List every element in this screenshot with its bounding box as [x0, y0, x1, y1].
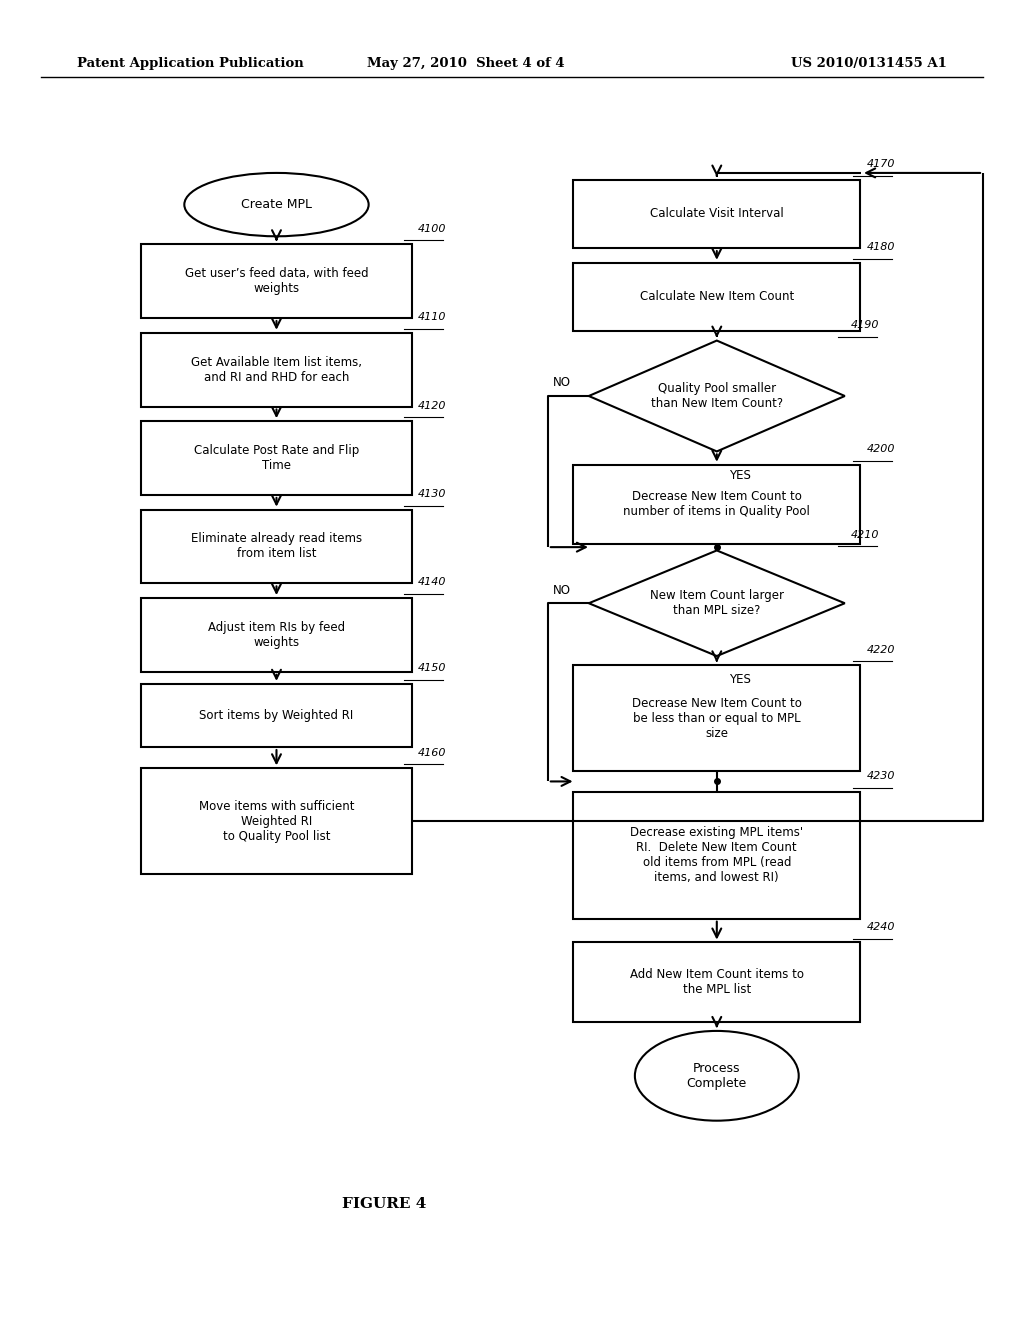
FancyBboxPatch shape — [573, 465, 860, 544]
FancyBboxPatch shape — [141, 684, 412, 747]
Text: 4160: 4160 — [418, 747, 446, 758]
Text: Decrease existing MPL items'
RI.  Delete New Item Count
old items from MPL (read: Decrease existing MPL items' RI. Delete … — [630, 826, 804, 884]
Text: YES: YES — [729, 673, 751, 686]
FancyBboxPatch shape — [573, 180, 860, 248]
Text: 4190: 4190 — [851, 319, 880, 330]
FancyBboxPatch shape — [141, 510, 412, 583]
Text: NO: NO — [553, 376, 571, 389]
Text: 4150: 4150 — [418, 663, 446, 673]
Ellipse shape — [184, 173, 369, 236]
Text: 4110: 4110 — [418, 312, 446, 322]
Text: Calculate Visit Interval: Calculate Visit Interval — [650, 207, 783, 220]
Text: Calculate Post Rate and Flip
Time: Calculate Post Rate and Flip Time — [194, 444, 359, 473]
Text: US 2010/0131455 A1: US 2010/0131455 A1 — [792, 57, 947, 70]
FancyBboxPatch shape — [573, 792, 860, 919]
Text: 4230: 4230 — [866, 771, 895, 781]
Text: 4130: 4130 — [418, 488, 446, 499]
Text: YES: YES — [729, 469, 751, 482]
Text: 4100: 4100 — [418, 223, 446, 234]
Text: 4180: 4180 — [866, 242, 895, 252]
Text: Decrease New Item Count to
be less than or equal to MPL
size: Decrease New Item Count to be less than … — [632, 697, 802, 739]
FancyBboxPatch shape — [141, 768, 412, 874]
Text: Eliminate already read items
from item list: Eliminate already read items from item l… — [190, 532, 362, 561]
Text: Get Available Item list items,
and RI and RHD for each: Get Available Item list items, and RI an… — [191, 355, 361, 384]
Text: Decrease New Item Count to
number of items in Quality Pool: Decrease New Item Count to number of ite… — [624, 490, 810, 519]
Text: Create MPL: Create MPL — [241, 198, 312, 211]
FancyBboxPatch shape — [141, 244, 412, 318]
FancyBboxPatch shape — [573, 665, 860, 771]
Text: NO: NO — [553, 583, 571, 597]
Polygon shape — [589, 550, 845, 656]
Text: May 27, 2010  Sheet 4 of 4: May 27, 2010 Sheet 4 of 4 — [368, 57, 564, 70]
Text: New Item Count larger
than MPL size?: New Item Count larger than MPL size? — [650, 589, 783, 618]
Text: 4170: 4170 — [866, 158, 895, 169]
FancyBboxPatch shape — [141, 598, 412, 672]
Text: 4200: 4200 — [866, 444, 895, 454]
Text: 4120: 4120 — [418, 400, 446, 411]
Ellipse shape — [635, 1031, 799, 1121]
FancyBboxPatch shape — [141, 333, 412, 407]
Text: Sort items by Weighted RI: Sort items by Weighted RI — [200, 709, 353, 722]
Text: Quality Pool smaller
than New Item Count?: Quality Pool smaller than New Item Count… — [650, 381, 783, 411]
FancyBboxPatch shape — [573, 942, 860, 1022]
Text: FIGURE 4: FIGURE 4 — [342, 1197, 426, 1210]
FancyBboxPatch shape — [573, 263, 860, 331]
Text: 4140: 4140 — [418, 577, 446, 587]
Text: Get user’s feed data, with feed
weights: Get user’s feed data, with feed weights — [184, 267, 369, 296]
Text: Process
Complete: Process Complete — [687, 1061, 746, 1090]
Text: Calculate New Item Count: Calculate New Item Count — [640, 290, 794, 304]
Text: Patent Application Publication: Patent Application Publication — [77, 57, 303, 70]
Text: Adjust item RIs by feed
weights: Adjust item RIs by feed weights — [208, 620, 345, 649]
FancyBboxPatch shape — [141, 421, 412, 495]
Text: 4240: 4240 — [866, 921, 895, 932]
Text: Move items with sufficient
Weighted RI
to Quality Pool list: Move items with sufficient Weighted RI t… — [199, 800, 354, 842]
Text: 4210: 4210 — [851, 529, 880, 540]
Text: Add New Item Count items to
the MPL list: Add New Item Count items to the MPL list — [630, 968, 804, 997]
Text: 4220: 4220 — [866, 644, 895, 655]
Polygon shape — [589, 341, 845, 451]
